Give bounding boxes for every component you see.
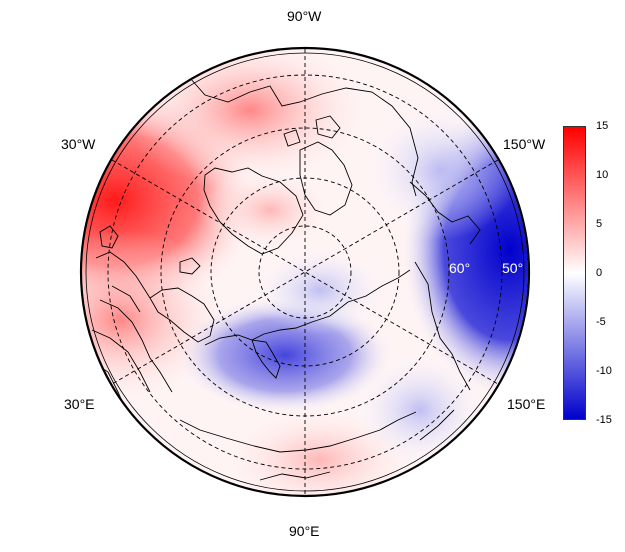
kamchatka-coast	[414, 261, 471, 391]
scandinavia-coast	[149, 287, 215, 343]
british-isles-coast	[99, 225, 119, 249]
colorbar-tick-label: 5	[596, 218, 603, 230]
north-america-coast	[189, 77, 419, 197]
colorbar-tick-label: -5	[596, 316, 606, 328]
colorbar-tick-label: 10	[596, 169, 609, 181]
longitude-label-150w: 150°W	[503, 136, 546, 152]
colorbar	[563, 126, 586, 420]
latitude-label-50: 50°	[502, 260, 524, 276]
anomaly-field	[82, 49, 528, 495]
latitude-label-60: 60°	[449, 260, 471, 276]
longitude-label-150e: 150°E	[507, 396, 546, 412]
map-border	[79, 46, 531, 498]
canadian-archipelago-coast	[283, 115, 353, 216]
longitude-label-30w: 30°W	[61, 136, 96, 152]
colorbar-tick-label: -15	[596, 414, 612, 426]
longitude-label-90w: 90°W	[287, 8, 322, 24]
negative-anomaly-east-asia	[350, 350, 490, 470]
alaska-coast	[409, 181, 481, 245]
longitude-label-90e: 90°E	[289, 523, 320, 539]
colorbar-tick-label: 0	[596, 267, 603, 279]
colorbar-tick-label: -10	[596, 365, 612, 377]
greenland-coast	[203, 167, 304, 255]
map-border-inner	[85, 52, 525, 492]
negative-anomaly-alaska	[360, 100, 520, 240]
asia-borders	[179, 409, 455, 481]
negative-anomaly-arctic	[250, 245, 390, 335]
iceland-coast	[179, 257, 201, 275]
longitude-label-30e: 30°E	[64, 396, 95, 412]
colorbar-tick-label: 15	[596, 120, 609, 132]
novaya-zemlya-coast	[251, 339, 281, 379]
coastlines	[89, 77, 481, 481]
siberia-coast	[204, 269, 411, 346]
meridian-30w-150e	[111, 159, 499, 385]
europe-coast	[95, 251, 173, 393]
meridian-150w-30e	[111, 159, 499, 385]
graticule	[107, 49, 503, 495]
